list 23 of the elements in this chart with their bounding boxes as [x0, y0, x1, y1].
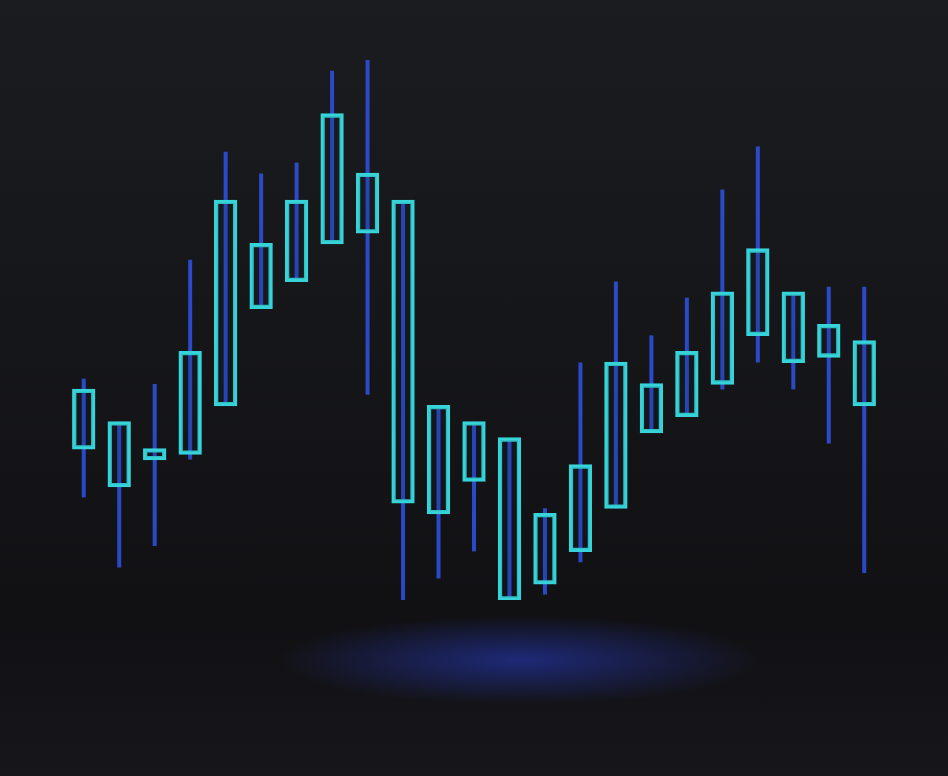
- candlestick: [781, 290, 805, 392]
- candlestick: [568, 360, 593, 565]
- candlestick: [284, 160, 309, 284]
- candlestick: [213, 149, 238, 408]
- candlestick: [320, 68, 344, 246]
- candlestick: [107, 419, 131, 570]
- candlestick: [675, 295, 699, 419]
- candlestick: [426, 403, 451, 581]
- candlestick: [604, 279, 628, 511]
- candlestick: [497, 436, 522, 602]
- candlestick: [533, 506, 557, 597]
- candlestick: [852, 284, 876, 575]
- candlestick: [462, 419, 486, 554]
- candlestick: [178, 257, 202, 462]
- candlestick: [143, 382, 167, 548]
- candlestick: [249, 171, 273, 311]
- candlestick: [817, 284, 841, 446]
- candlestick: [746, 144, 770, 365]
- candlestick: [639, 333, 664, 435]
- candlestick: [391, 198, 415, 602]
- candlestick: [72, 376, 96, 500]
- candlestick: [355, 58, 380, 397]
- candlestick: [710, 187, 735, 392]
